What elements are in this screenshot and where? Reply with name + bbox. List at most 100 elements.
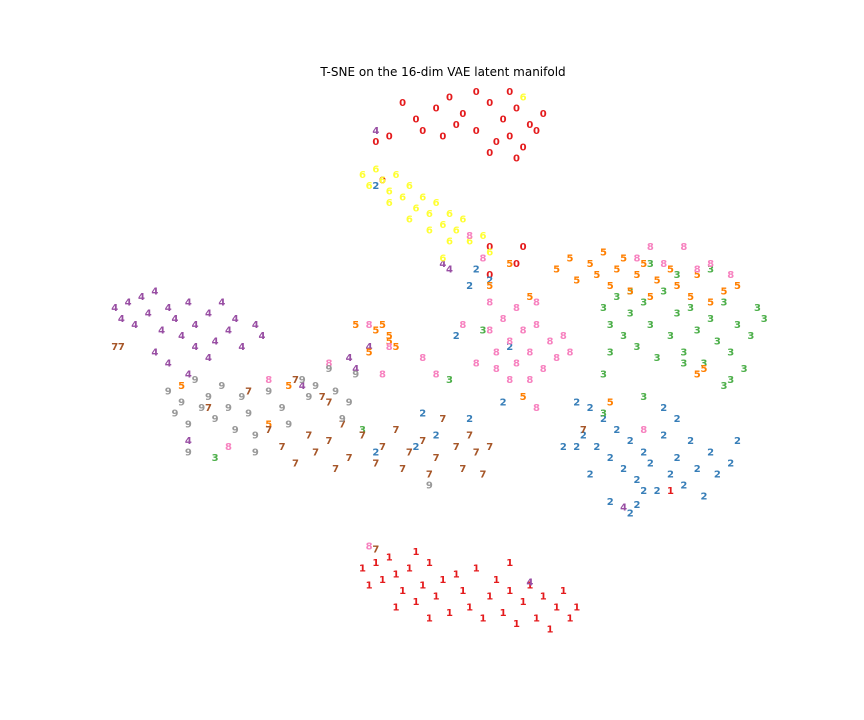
- point-label: 8: [500, 314, 507, 325]
- point-label: 2: [573, 397, 580, 408]
- point-label: 7: [399, 464, 406, 475]
- point-label: 3: [747, 331, 754, 342]
- point-label: 4: [138, 292, 145, 303]
- point-label: 5: [553, 264, 560, 275]
- point-label: 2: [486, 275, 493, 286]
- point-label: 8: [567, 348, 574, 359]
- point-label: 8: [506, 375, 513, 386]
- point-label: 8: [433, 370, 440, 381]
- point-label: 5: [734, 281, 741, 292]
- point-label: 0: [493, 137, 500, 148]
- point-label: 9: [279, 403, 286, 414]
- point-label: 8: [486, 298, 493, 309]
- point-label: 5: [486, 281, 493, 292]
- point-label: 2: [372, 181, 379, 192]
- point-label: 9: [205, 392, 212, 403]
- point-label: 7: [486, 442, 493, 453]
- point-label: 0: [446, 92, 453, 103]
- point-label: 1: [392, 603, 399, 614]
- point-label: 2: [714, 469, 721, 480]
- point-label: 7: [466, 431, 473, 442]
- chart-title: T-SNE on the 16-dim VAE latent manifold: [319, 65, 565, 79]
- point-label: 2: [433, 431, 440, 442]
- point-label: 4: [118, 314, 125, 325]
- point-label: 9: [245, 408, 252, 419]
- point-label: 2: [654, 486, 661, 497]
- point-label: 9: [325, 364, 332, 375]
- point-label: 2: [620, 464, 627, 475]
- point-label: 8: [486, 325, 493, 336]
- point-label: 8: [366, 320, 373, 331]
- point-label: 9: [218, 381, 225, 392]
- point-label: 5: [386, 331, 393, 342]
- point-label: 3: [607, 348, 614, 359]
- point-label: 5: [721, 287, 728, 298]
- point-label: 7: [372, 458, 379, 469]
- point-label: 0: [486, 270, 493, 281]
- point-label: 4: [131, 320, 138, 331]
- point-label: 1: [567, 614, 574, 625]
- point-label: 5: [674, 281, 681, 292]
- point-label: 9: [312, 381, 319, 392]
- point-label: 8: [479, 253, 486, 264]
- point-label: 7: [346, 453, 353, 464]
- point-label: 3: [600, 370, 607, 381]
- point-label: 4: [192, 342, 199, 353]
- point-label: 0: [520, 242, 527, 253]
- point-label: 3: [694, 325, 701, 336]
- point-label: 7: [426, 469, 433, 480]
- point-label: 1: [513, 619, 520, 630]
- point-label: 9: [232, 425, 239, 436]
- point-label: 1: [392, 569, 399, 580]
- point-label: 3: [600, 303, 607, 314]
- point-label: 0: [486, 148, 493, 159]
- point-label: 3: [667, 331, 674, 342]
- point-label: 0: [386, 131, 393, 142]
- point-label: 1: [426, 614, 433, 625]
- point-label: 1: [386, 553, 393, 564]
- point-label: 3: [687, 303, 694, 314]
- point-label: 8: [680, 242, 687, 253]
- point-label: 3: [640, 298, 647, 309]
- point-label: 8: [506, 336, 513, 347]
- point-label: 4: [178, 331, 185, 342]
- point-label: 2: [453, 331, 460, 342]
- point-label: 4: [145, 309, 152, 320]
- point-label: 4: [299, 381, 306, 392]
- point-label: 7: [265, 425, 272, 436]
- point-label: 5: [386, 336, 393, 347]
- point-label: 6: [446, 209, 453, 220]
- point-label: 9: [185, 447, 192, 458]
- point-label: 4: [111, 303, 118, 314]
- point-label: 4: [185, 370, 192, 381]
- point-label: 7: [292, 458, 299, 469]
- point-label: 0: [506, 131, 513, 142]
- point-label: 9: [185, 420, 192, 431]
- point-label: 7: [205, 403, 212, 414]
- point-label: 0: [379, 176, 386, 187]
- point-label: 5: [607, 397, 614, 408]
- point-label: 6: [459, 214, 466, 225]
- point-label: 2: [473, 264, 480, 275]
- point-label: 8: [640, 425, 647, 436]
- point-label: 4: [205, 353, 212, 364]
- point-label: 8: [493, 364, 500, 375]
- point-label: 6: [386, 198, 393, 209]
- point-label: 5: [526, 292, 533, 303]
- point-label: 4: [259, 331, 266, 342]
- point-label: 6: [446, 237, 453, 248]
- point-label: 3: [647, 259, 654, 270]
- point-label: 8: [419, 353, 426, 364]
- point-label: 8: [533, 320, 540, 331]
- point-label: 2: [640, 447, 647, 458]
- point-label: 3: [761, 314, 768, 325]
- point-label: 5: [633, 270, 640, 281]
- point-label: 4: [151, 287, 158, 298]
- point-label: 7: [580, 425, 587, 436]
- point-label: 1: [540, 591, 547, 602]
- point-label: 7: [473, 447, 480, 458]
- point-label: 2: [694, 464, 701, 475]
- point-label: 7: [479, 469, 486, 480]
- point-label: 4: [151, 348, 158, 359]
